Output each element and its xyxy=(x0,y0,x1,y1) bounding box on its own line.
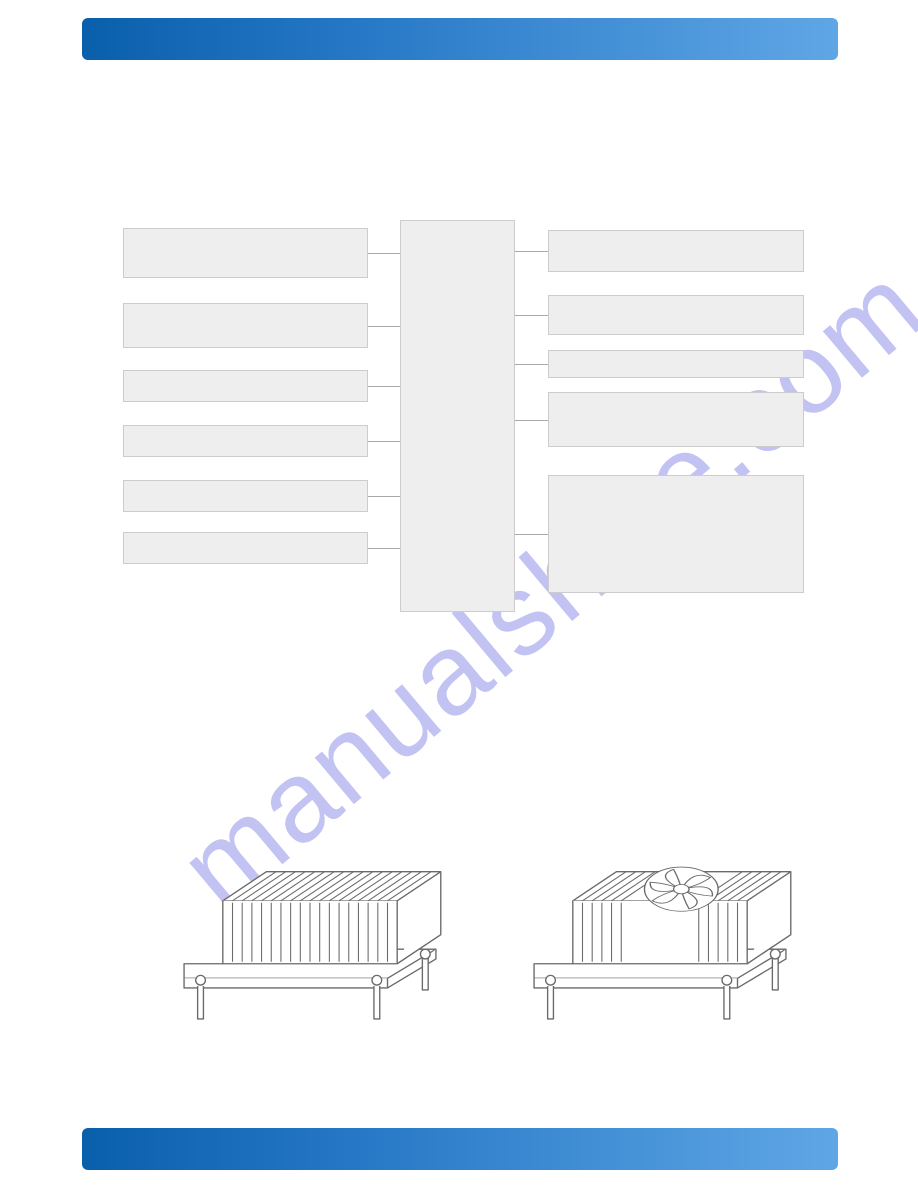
right-block-4 xyxy=(548,475,804,593)
left-block-4 xyxy=(123,480,368,512)
left-block-5 xyxy=(123,532,368,564)
heatsink-active xyxy=(505,810,815,1040)
conn-right-4 xyxy=(515,534,548,535)
cpu-block xyxy=(400,220,515,612)
right-block-2 xyxy=(548,350,804,378)
right-block-0 xyxy=(548,230,804,272)
conn-right-1 xyxy=(515,315,548,316)
right-block-1 xyxy=(548,295,804,335)
heatsink-passive xyxy=(155,810,465,1040)
left-block-1 xyxy=(123,303,368,348)
conn-left-0 xyxy=(368,253,400,254)
conn-left-4 xyxy=(368,496,400,497)
left-block-0 xyxy=(123,228,368,278)
footer-bar xyxy=(82,1128,838,1170)
left-block-2 xyxy=(123,370,368,402)
conn-right-2 xyxy=(515,364,548,365)
left-block-3 xyxy=(123,425,368,457)
conn-right-3 xyxy=(515,420,548,421)
conn-right-0 xyxy=(515,251,548,252)
right-block-3 xyxy=(548,392,804,447)
header-bar xyxy=(82,18,838,60)
conn-left-3 xyxy=(368,441,400,442)
heatsink-section xyxy=(110,795,820,1095)
conn-left-2 xyxy=(368,386,400,387)
conn-left-1 xyxy=(368,326,400,327)
conn-left-5 xyxy=(368,548,400,549)
block-diagram xyxy=(115,220,815,645)
